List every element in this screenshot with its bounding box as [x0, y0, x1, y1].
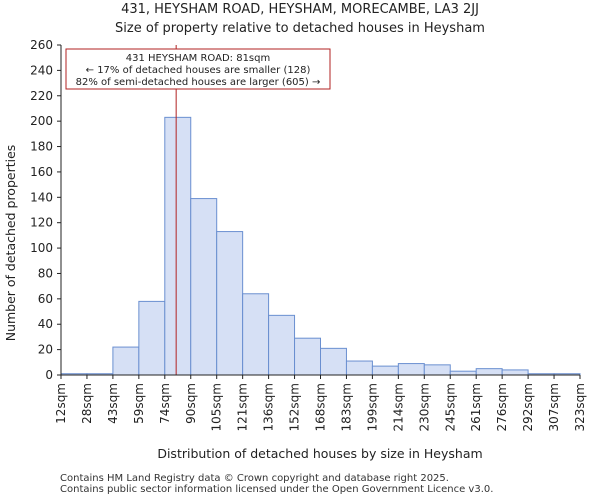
y-ticks: 0 20 40 60 80 100 120 140 160 180 200 220 240 260 — [30, 38, 61, 382]
x-tick-label: 307sqm — [547, 383, 561, 431]
x-axis-label: Distribution of detached houses by size … — [157, 446, 482, 461]
annotation-line-3: 82% of semi-detached houses are larger (… — [76, 77, 321, 88]
bar-276sqm — [501, 369, 529, 376]
y-tick-label: 120 — [30, 216, 53, 230]
bar-183sqm — [345, 360, 373, 376]
bar-74sqm — [164, 116, 192, 376]
x-tick-label: 245sqm — [443, 383, 457, 431]
bar-43sqm — [112, 346, 140, 376]
y-tick-label: 20 — [38, 343, 53, 357]
bar-121sqm — [242, 293, 270, 376]
y-tick-label: 240 — [30, 63, 53, 77]
y-tick-label: 100 — [30, 241, 53, 255]
x-ticks: 12sqm 28sqm 43sqm 59sqm 74sqm 90sqm 105sqm 121s… — [54, 375, 587, 431]
bar-168sqm — [320, 347, 347, 376]
x-tick-label: 214sqm — [391, 383, 405, 431]
y-tick-label: 140 — [30, 190, 53, 204]
bar-136sqm — [268, 314, 296, 376]
y-tick-label: 0 — [45, 368, 53, 382]
bar-214sqm — [397, 363, 425, 376]
x-tick-label: 168sqm — [314, 383, 328, 431]
y-tick-label: 180 — [30, 140, 53, 154]
bar-59sqm — [138, 300, 166, 376]
x-tick-label: 152sqm — [288, 383, 302, 431]
chart-title: 431, HEYSHAM ROAD, HEYSHAM, MORECAMBE, L… — [121, 2, 479, 17]
y-tick-label: 60 — [38, 292, 53, 306]
x-tick-label: 183sqm — [339, 383, 353, 431]
x-tick-label: 12sqm — [54, 383, 68, 424]
y-tick-label: 160 — [30, 165, 53, 179]
bar-199sqm — [371, 365, 399, 376]
histogram-chart: 431, HEYSHAM ROAD, HEYSHAM, MORECAMBE, L… — [3, 2, 587, 461]
x-tick-label: 276sqm — [495, 383, 509, 431]
x-tick-label: 199sqm — [365, 383, 379, 431]
x-tick-label: 43sqm — [106, 383, 120, 424]
bars-group — [60, 116, 581, 376]
y-tick-label: 200 — [30, 114, 53, 128]
x-tick-label: 136sqm — [262, 383, 276, 431]
x-tick-label: 28sqm — [80, 383, 94, 424]
y-tick-label: 40 — [38, 317, 53, 331]
bar-245sqm — [449, 370, 477, 376]
bar-105sqm — [216, 231, 244, 376]
x-tick-label: 261sqm — [469, 383, 483, 431]
x-tick-label: 90sqm — [184, 383, 198, 424]
y-tick-label: 80 — [38, 266, 53, 280]
bar-152sqm — [294, 337, 321, 376]
annotation-box: 431 HEYSHAM ROAD: 81sqm ← 17% of detache… — [65, 48, 331, 90]
x-tick-label: 292sqm — [521, 383, 535, 431]
x-tick-label: 59sqm — [132, 383, 146, 424]
bar-90sqm — [190, 198, 218, 376]
y-axis-label: Number of detached properties — [3, 145, 18, 342]
x-tick-label: 323sqm — [573, 383, 587, 431]
bar-230sqm — [423, 364, 451, 376]
x-tick-label: 121sqm — [236, 383, 250, 431]
y-tick-label: 220 — [30, 89, 53, 103]
chart-subtitle: Size of property relative to detached ho… — [115, 21, 485, 36]
annotation-line-2: ← 17% of detached houses are smaller (12… — [86, 65, 311, 76]
annotation-line-1: 431 HEYSHAM ROAD: 81sqm — [126, 53, 270, 64]
footer-line-2: Contains public sector information licen… — [60, 484, 494, 495]
footer-line-1: Contains HM Land Registry data © Crown c… — [60, 473, 449, 484]
bar-261sqm — [475, 368, 503, 376]
x-tick-label: 230sqm — [417, 383, 431, 431]
y-tick-label: 260 — [30, 38, 53, 52]
x-tick-label: 74sqm — [158, 383, 172, 424]
x-tick-label: 105sqm — [210, 383, 224, 431]
